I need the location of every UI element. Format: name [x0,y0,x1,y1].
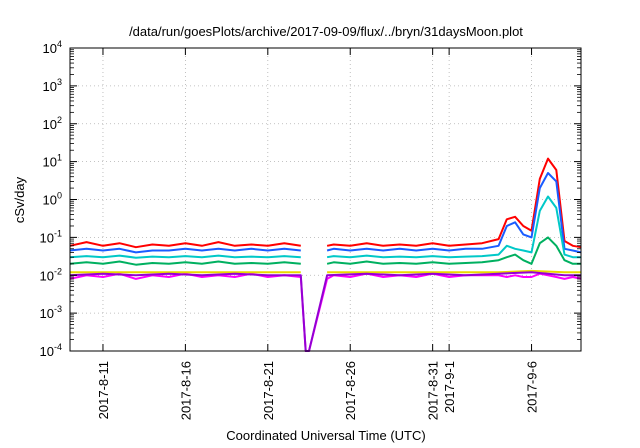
series-line-magenta [69,272,582,352]
ticks [70,47,581,352]
x-tick-label: 2017-8-21 [261,361,276,420]
series-line-cyan [69,254,301,259]
y-tick-exponent: -3 [54,304,62,314]
series-line-purple [69,271,581,352]
y-tick-exponent: 4 [57,39,62,49]
grid [70,48,581,351]
x-tick-label: 2017-8-16 [178,361,193,420]
y-tick-exponent: 1 [57,153,62,163]
series-group [69,157,582,352]
series-line-blue [326,172,582,254]
series-line-green [326,236,581,265]
y-tick-label: 101 [43,153,62,170]
y-tick-label: 103 [43,77,62,94]
y-tick-exponent: -1 [54,228,62,238]
x-tick-label: 2017-9-6 [525,361,540,413]
series-line-green [69,260,301,266]
y-tick-label: 104 [43,39,62,56]
y-tick-label: 10-1 [40,228,62,245]
x-tick-label: 2017-8-11 [96,361,111,419]
series-line-blue [69,247,301,254]
y-tick-label: 10-3 [40,304,62,321]
x-tick-label: 2017-8-31 [426,361,441,420]
y-tick-label: 100 [43,191,62,208]
chart-title: /data/run/goesPlots/archive/2017-09-09/f… [129,24,523,39]
y-tick-exponent: 3 [57,77,62,87]
y-tick-exponent: 2 [57,115,62,125]
x-tick-label: 2017-9-1 [442,361,457,413]
y-tick-label: 10-2 [40,266,62,283]
y-axis-label: cSv/day [12,176,27,223]
x-tick-labels: 2017-8-11 2017-8-16 2017-8-21 2017-8-26 2017… [96,361,540,420]
y-tick-label: 102 [43,115,62,132]
y-tick-exponent: 0 [57,191,62,201]
y-tick-exponent: -2 [54,266,62,276]
y-tick-label: 10-4 [40,342,62,359]
series-line-cyan [326,195,581,259]
series-line-yellow [327,269,581,274]
x-axis-label: Coordinated Universal Time (UTC) [226,428,425,443]
x-tick-label: 2017-8-26 [343,361,358,420]
series-line-red [69,241,301,249]
series-line-red [326,157,582,249]
y-tick-exponent: -4 [54,342,62,352]
